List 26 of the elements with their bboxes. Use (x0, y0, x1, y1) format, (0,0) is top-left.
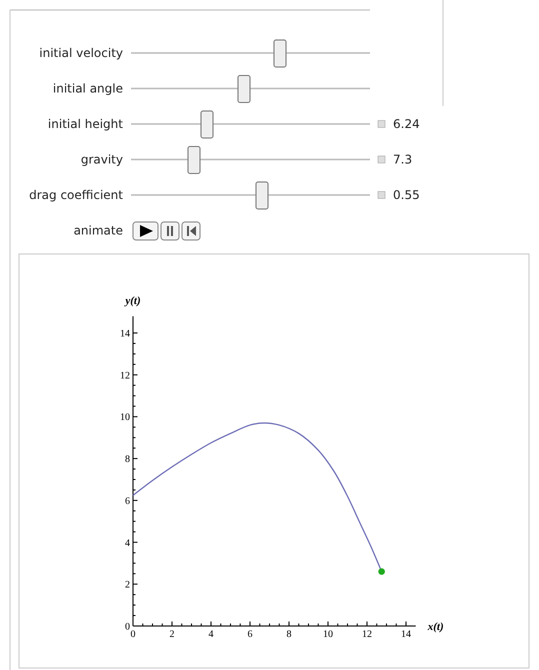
text: initial angle (52, 82, 123, 96)
y-tick-label: 10 (120, 412, 130, 424)
x-tick-label: 8 (286, 629, 292, 640)
y-tick-label: 12 (120, 370, 130, 382)
x-tick-label: 4 (208, 629, 214, 640)
text: initial height (48, 117, 124, 131)
x-tick-label: 6 (248, 629, 252, 640)
y-tick-label: 14 (120, 328, 130, 340)
x-tick-label: 14 (401, 629, 411, 640)
x-tick-label: 12 (362, 629, 372, 640)
x-axis-title: x(t) (426, 621, 444, 633)
text: 0.55 (393, 188, 420, 202)
text: gravity (80, 152, 123, 166)
y-tick-label: 2 (125, 580, 130, 591)
text: 6.24 (393, 117, 420, 131)
text: 7.3 (393, 152, 412, 166)
y-tick-label: 6 (125, 496, 130, 507)
x-tick-label: 10 (323, 629, 333, 640)
text: animate (74, 224, 123, 238)
text: drag coefficient (29, 188, 124, 202)
y-tick-label: 0 (125, 622, 130, 632)
y-tick-label: 4 (125, 538, 130, 549)
text: initial velocity (39, 46, 123, 60)
y-axis-title: y(t) (123, 295, 141, 308)
x-tick-label: 2 (170, 629, 174, 640)
y-tick-label: 8 (125, 454, 130, 466)
